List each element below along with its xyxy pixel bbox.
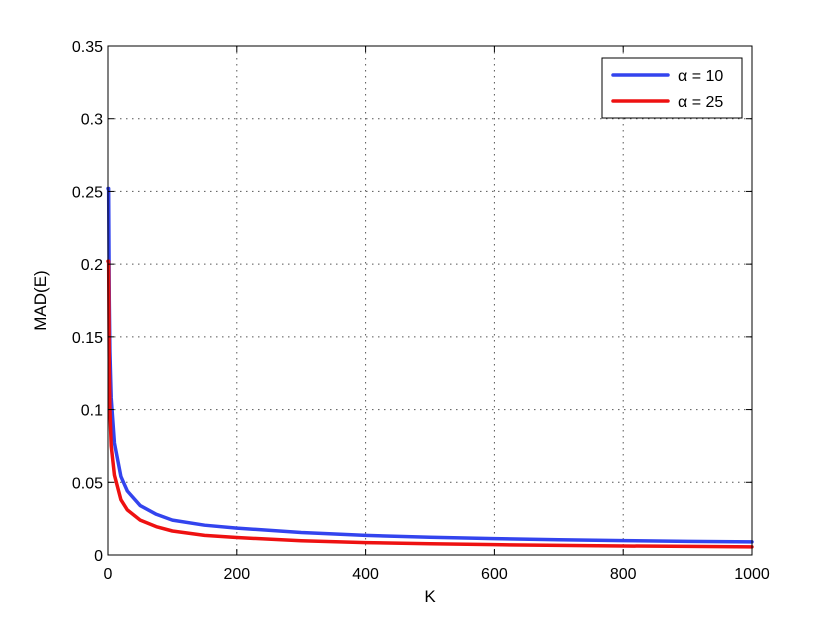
legend-box bbox=[601, 57, 743, 119]
y-tick-label: 0.3 bbox=[81, 112, 103, 129]
legend-label-alpha-25: α = 25 bbox=[678, 94, 723, 111]
y-tick-labels: 0 0.05 0.1 0.15 0.2 0.25 0.3 0.35 bbox=[72, 39, 103, 565]
y-tick-label: 0.05 bbox=[72, 475, 103, 492]
x-tick-labels: 0 200 400 600 800 1000 bbox=[104, 566, 770, 583]
grid bbox=[108, 46, 752, 555]
y-tick-label: 0.35 bbox=[72, 39, 103, 56]
y-tick-label: 0.25 bbox=[72, 184, 103, 201]
x-tick-label: 600 bbox=[481, 566, 508, 583]
series-line-0 bbox=[106, 186, 754, 544]
x-tick-label: 200 bbox=[223, 566, 250, 583]
tick-marks bbox=[107, 45, 753, 556]
legend-label-alpha-10: α = 10 bbox=[678, 68, 723, 85]
y-axis-label: MAD(E) bbox=[31, 270, 50, 330]
series-line-1 bbox=[106, 259, 754, 549]
x-tick-label: 400 bbox=[352, 566, 379, 583]
plot-frame bbox=[107, 45, 753, 556]
series-layer bbox=[106, 186, 754, 549]
y-tick-label: 0.2 bbox=[81, 257, 103, 274]
x-axis-label: K bbox=[424, 587, 436, 606]
x-tick-label: 1000 bbox=[734, 566, 770, 583]
legend: α = 10 α = 25 bbox=[601, 57, 743, 119]
y-tick-label: 0 bbox=[94, 548, 103, 565]
x-tick-label: 800 bbox=[610, 566, 637, 583]
y-tick-label: 0.15 bbox=[72, 330, 103, 347]
x-tick-label: 0 bbox=[104, 566, 113, 583]
y-tick-label: 0.1 bbox=[81, 403, 103, 420]
